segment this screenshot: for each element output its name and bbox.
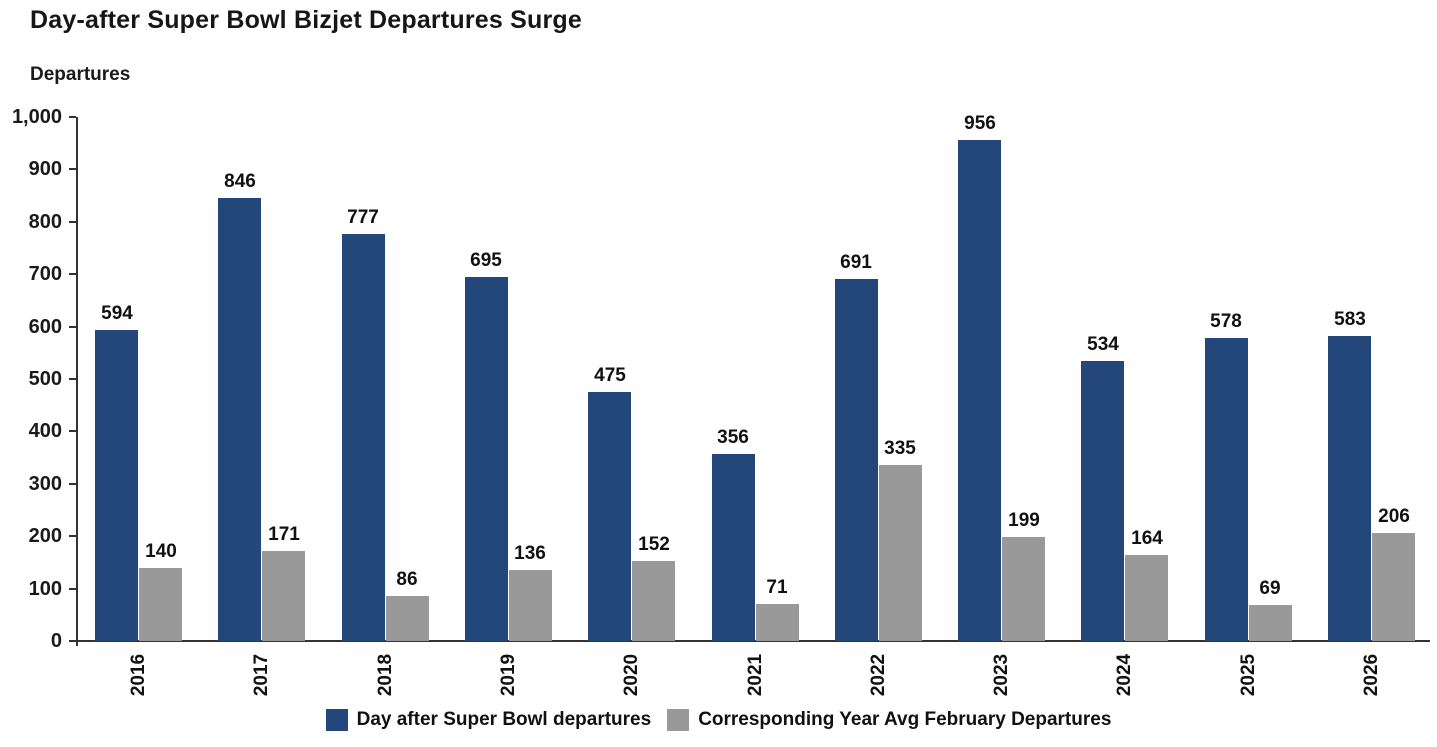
y-tick-label: 700: [28, 263, 62, 286]
y-tick-label: 800: [28, 210, 62, 233]
bar-superbowl-2023: [958, 140, 1001, 641]
bar-value-label: 140: [145, 541, 177, 562]
legend-swatch-icon: [667, 709, 690, 731]
bar-feb-avg-2019: [509, 570, 552, 641]
y-tick-label: 100: [28, 577, 62, 600]
bar-value-label: 583: [1334, 309, 1366, 330]
bar-value-label: 534: [1087, 334, 1119, 355]
bar-value-label: 846: [224, 171, 256, 192]
bar-feb-avg-2023: [1002, 537, 1045, 641]
y-tick-label: 300: [28, 472, 62, 495]
y-axis-tick: [69, 430, 76, 433]
bar-value-label: 691: [840, 252, 872, 273]
bar-value-label: 335: [884, 438, 916, 459]
bar-superbowl-2016: [95, 330, 138, 641]
bar-superbowl-2018: [342, 234, 385, 641]
bar-superbowl-2026: [1328, 336, 1371, 641]
bar-value-label: 136: [514, 543, 546, 564]
legend-item-superbowl: Day after Super Bowl departures: [325, 709, 652, 731]
x-axis-line: [76, 640, 1430, 642]
x-tick-label: 2024: [1114, 653, 1135, 697]
bar-value-label: 71: [766, 577, 788, 598]
bar-value-label: 86: [396, 569, 418, 590]
bar-superbowl-2019: [465, 277, 508, 641]
x-tick-label: 2017: [251, 653, 272, 697]
bar-value-label: 199: [1008, 510, 1040, 531]
y-axis-tick: [69, 378, 76, 380]
bar-value-label: 578: [1210, 311, 1242, 332]
x-tick-label: 2023: [991, 653, 1012, 697]
bar-value-label: 171: [268, 524, 300, 545]
y-axis-tick: [69, 587, 76, 590]
bar-value-label: 777: [347, 207, 379, 228]
bar-feb-avg-2026: [1372, 533, 1415, 641]
y-axis-tick: [69, 168, 76, 171]
bar-value-label: 594: [101, 303, 133, 324]
x-tick-label: 2020: [621, 653, 642, 697]
x-tick-label: 2025: [1238, 653, 1259, 697]
bar-superbowl-2022: [835, 279, 878, 641]
y-axis-tick: [69, 220, 76, 223]
legend-label: Day after Super Bowl departures: [356, 709, 652, 730]
x-tick-label: 2026: [1361, 653, 1382, 697]
bar-feb-avg-2022: [879, 465, 922, 641]
legend: Day after Super Bowl departures Correspon…: [0, 709, 1437, 731]
bar-superbowl-2024: [1081, 361, 1124, 641]
bar-value-label: 956: [964, 113, 996, 134]
y-axis-tick: [69, 482, 76, 485]
legend-item-feb-avg: Corresponding Year Avg February Departur…: [667, 709, 1111, 731]
chart-title: Day-after Super Bowl Bizjet Departures S…: [30, 6, 582, 34]
y-tick-label: 1,000: [11, 106, 62, 128]
y-axis-tick: [69, 325, 76, 328]
x-tick-label: 2018: [375, 653, 396, 697]
bar-feb-avg-2017: [262, 551, 305, 641]
y-axis-tick: [69, 535, 76, 538]
legend-label: Corresponding Year Avg February Departur…: [698, 709, 1112, 730]
bar-value-label: 356: [717, 427, 749, 448]
bar-feb-avg-2018: [386, 596, 429, 641]
x-tick-label: 2019: [498, 653, 519, 697]
bar-feb-avg-2025: [1249, 605, 1292, 641]
bar-value-label: 69: [1259, 578, 1281, 599]
bar-superbowl-2020: [588, 392, 631, 641]
bar-superbowl-2025: [1205, 338, 1248, 641]
y-tick-label: 200: [28, 525, 62, 548]
bar-value-label: 695: [470, 250, 502, 271]
bar-superbowl-2021: [712, 454, 755, 641]
y-tick-label: 900: [28, 158, 62, 181]
x-tick-label: 2016: [128, 653, 149, 697]
y-axis-tick: [69, 116, 76, 118]
bar-feb-avg-2024: [1125, 555, 1168, 641]
bar-feb-avg-2021: [756, 604, 799, 641]
y-tick-label: 400: [28, 420, 62, 443]
bar-value-label: 475: [594, 365, 626, 386]
bar-value-label: 152: [638, 534, 670, 555]
y-tick-label: 600: [28, 315, 62, 338]
bar-feb-avg-2020: [632, 561, 675, 641]
legend-swatch-icon: [325, 709, 348, 731]
y-tick-label: 500: [28, 368, 62, 390]
y-tick-label: 0: [50, 630, 62, 652]
y-axis-tick: [69, 273, 76, 276]
y-axis-line: [76, 117, 78, 646]
bar-value-label: 206: [1378, 506, 1410, 527]
y-axis-title: Departures: [30, 64, 131, 85]
bar-feb-avg-2016: [139, 568, 182, 641]
y-axis-tick: [69, 640, 76, 642]
x-tick-label: 2021: [745, 653, 766, 697]
bar-superbowl-2017: [218, 198, 261, 641]
bar-value-label: 164: [1131, 528, 1163, 549]
x-tick-label: 2022: [868, 653, 889, 697]
